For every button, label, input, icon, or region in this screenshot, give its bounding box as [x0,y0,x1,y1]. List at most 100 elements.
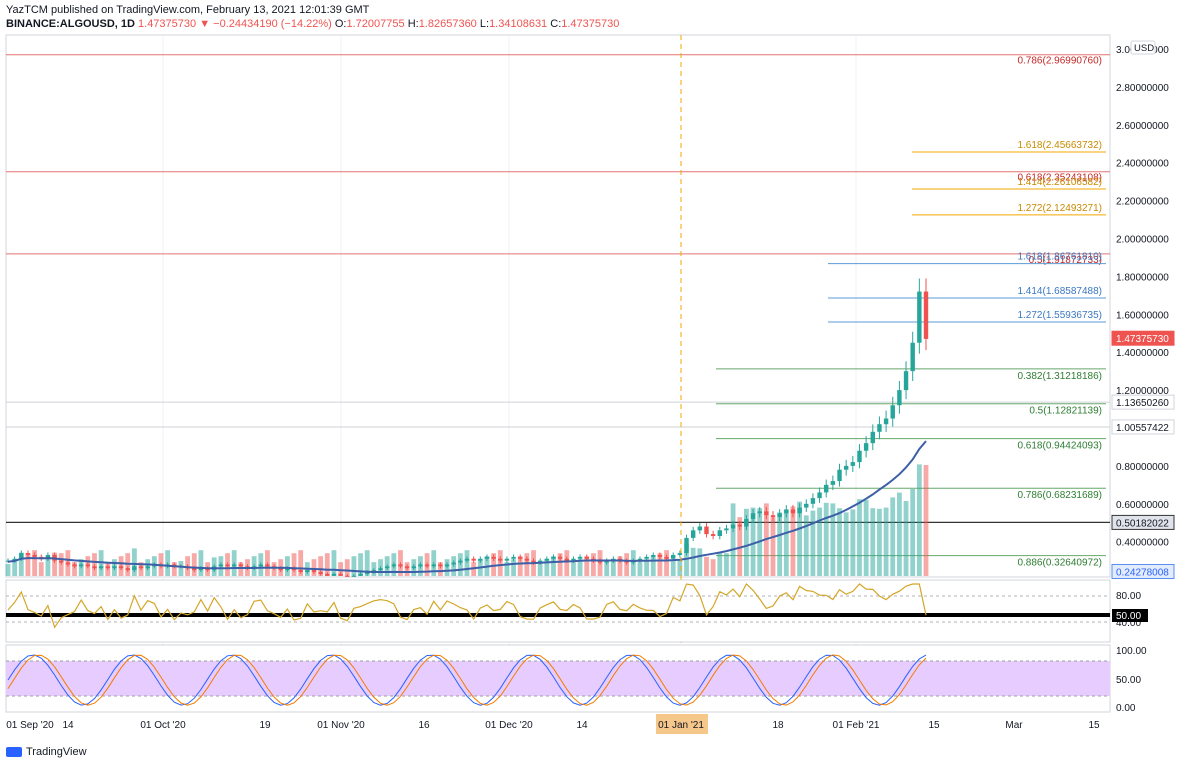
volume-bar [830,503,836,576]
candle-body [797,507,802,514]
candle-body [917,291,922,343]
rsi-50-tag-text: 50.00 [1116,611,1141,622]
volume-bar [198,550,204,576]
fib-extension-label: 1.414(2.26106582) [1017,177,1102,188]
resistance-label: 0.618(2.35243108) [1017,173,1102,184]
candle-body [637,558,643,561]
y-tick-label: 2.00000000 [1116,235,1169,246]
tradingview-logo[interactable]: TradingView [6,746,87,758]
volume-bar [777,512,783,576]
candle-body [777,513,782,518]
volume-bar [837,508,842,576]
volume-bar [324,553,330,576]
resistance-label: 0.786(2.96990760) [1017,56,1102,67]
candle-body [451,562,456,565]
candle-body [305,570,310,573]
candle-body [903,371,909,391]
candle-body [298,570,303,573]
price-tag-label: 0.24278008 [1116,567,1169,578]
y-tick-label: 0.60000000 [1116,500,1169,511]
volume-bar [284,556,290,576]
candle-body [850,462,856,466]
y-tick-label: 2.40000000 [1116,159,1169,170]
main-pane[interactable] [5,34,1111,578]
candle-body [112,566,117,569]
candle-body [730,524,736,529]
fib-retracement-label: 0.5(1.12821139) [1029,406,1102,417]
candle-body [518,556,523,559]
volume-bar [45,557,51,576]
volume-bar [12,559,18,576]
x-tick-label: 01 Feb '21 [833,720,880,731]
candle-body [19,553,24,559]
candle-body [571,558,576,561]
candle-body [125,568,130,571]
price-tag [1111,514,1175,530]
candle-body [684,537,689,554]
volume-bar [923,465,929,576]
volume-bar [770,517,776,576]
candle-body [404,566,410,569]
candle-body [45,554,51,559]
candle-body [757,511,762,514]
volume-bar [291,553,297,576]
candle-body [484,556,490,559]
candle-body [770,515,776,518]
x-tick-label: 01 Jan '21 [658,720,704,731]
price-tag-label: 0.50182022 [1116,518,1169,529]
y-tick-label: 1.60000000 [1116,310,1169,321]
volume-bar [131,548,137,576]
volume-bar [743,508,749,576]
candle-body [870,431,875,444]
rsi-pane[interactable] [5,579,1111,643]
volume-bar [191,553,197,576]
fib-extension-label: 1.618(1.86761810) [1017,252,1102,263]
volume-bar [318,556,324,576]
candle-body [198,568,204,571]
volume-bar [916,464,922,576]
volume-bar [52,552,57,576]
x-tick-label: 01 Oct '20 [140,720,186,731]
candle-body [863,443,869,451]
candle-body [138,566,144,569]
tradingview-brand: TradingView [26,746,87,758]
candle-body [784,509,789,514]
volume-bar [298,550,304,576]
candle-body [192,568,197,571]
candle-body [118,566,124,569]
candle-body [145,566,150,569]
fib-extension-label: 1.618(2.45663732) [1017,140,1102,151]
currency-badge[interactable] [1130,40,1156,55]
candle-body [923,291,929,339]
candle-body [897,390,902,406]
volume-bar [437,562,443,576]
candle-body [717,530,722,537]
price-change: −0.24434190 (−14.22%) [213,18,332,30]
volume-bar [497,550,503,576]
candle-body [724,528,729,531]
volume-bar [823,502,829,576]
candle-body [384,566,390,569]
volume-bar [783,509,789,576]
volume-bar [710,559,716,576]
candle-body [358,573,363,576]
candle-body [424,564,430,567]
candle-body [458,560,463,563]
volume-bar [238,562,244,576]
candle-body [59,560,64,563]
volume-bar [670,560,676,576]
candle-body [132,566,137,571]
volume-bar [351,556,357,576]
price-tag-label: 1.13650260 [1116,398,1169,409]
x-tick-label: 14 [576,720,588,731]
candle-body [830,481,836,485]
volume-bar [730,503,736,576]
candle-body [431,564,436,567]
candle-body [491,556,496,559]
x-tick-label: 19 [259,720,271,731]
candle-body [677,553,683,555]
volume-bar [857,499,862,576]
rsi-tick-80: 80.00 [1116,591,1141,602]
x-tick-label: 15 [1088,720,1100,731]
